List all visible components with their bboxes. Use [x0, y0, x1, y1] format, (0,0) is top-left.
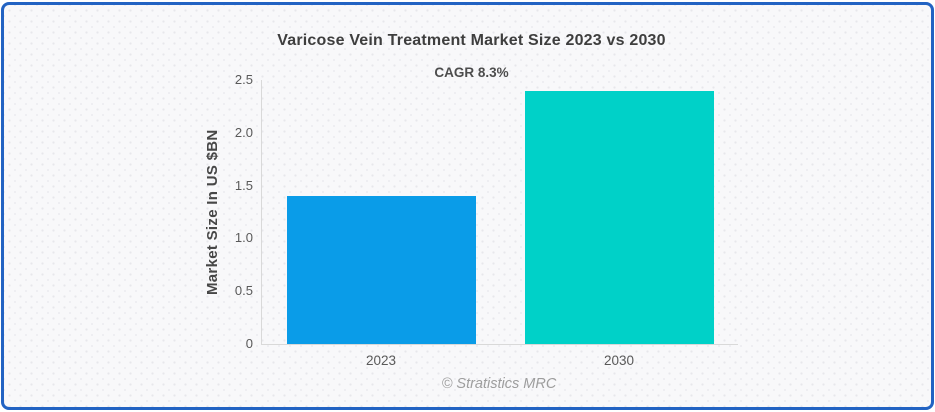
x-axis-tick-label: 2030: [603, 353, 635, 368]
y-axis-tick-label: 2.0: [234, 124, 253, 140]
y-axis-tick-label: 0.5: [234, 283, 253, 299]
y-axis-title: Market Size In US $BN: [204, 129, 221, 295]
bar-2023: [286, 196, 476, 344]
plot-area: 0 0.5 1.0 1.5 2.0 2.5 2023 2030: [235, 73, 738, 368]
chart-title: Varicose Vein Treatment Market Size 2023…: [277, 32, 666, 49]
x-axis-tick-label: 2023: [365, 353, 397, 368]
y-axis-tick-label: 2.5: [234, 72, 253, 87]
source-attribution: © Stratistics MRC: [441, 376, 557, 392]
y-axis-tick-label: 1.5: [234, 177, 253, 193]
y-axis-tick-label: 0: [245, 336, 253, 351]
y-axis-tick-label: 1.0: [234, 230, 253, 246]
chart-subtitle-cagr: CAGR 8.3%: [434, 65, 509, 80]
bar-2030: [524, 90, 714, 344]
